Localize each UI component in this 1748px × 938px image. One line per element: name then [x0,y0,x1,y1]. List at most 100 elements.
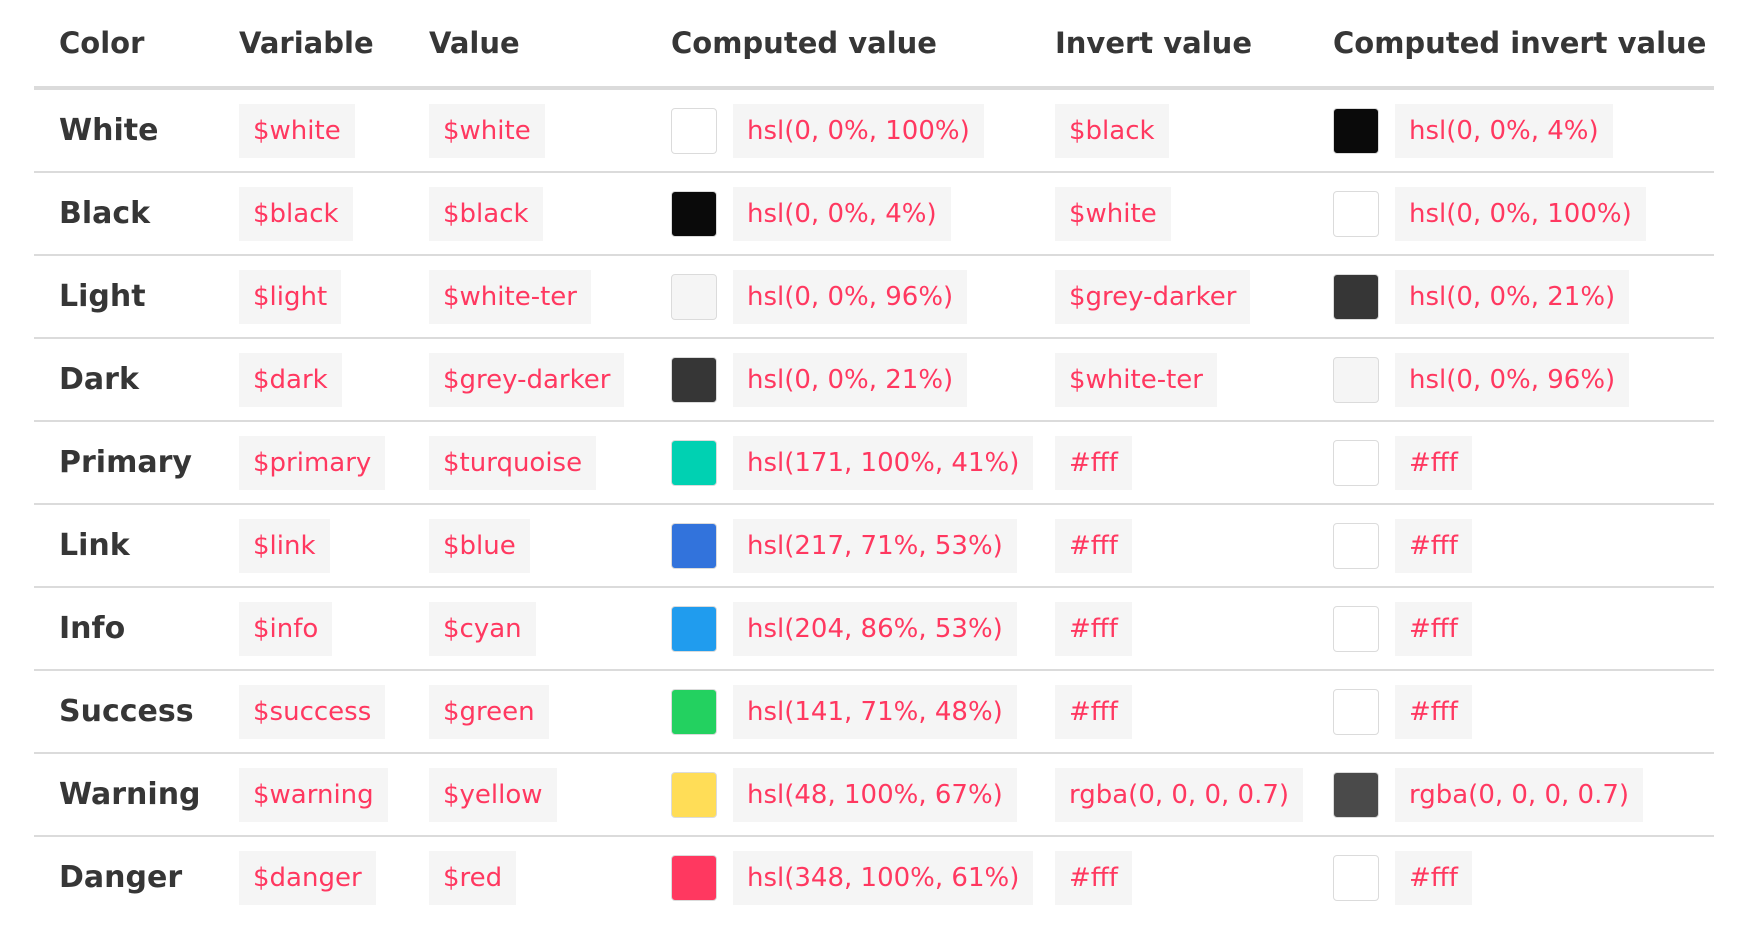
variable-code: $info [239,601,333,656]
computed-value-cell: hsl(348, 100%, 61%) [646,836,1034,918]
computed-value-group: hsl(217, 71%, 53%) [671,518,1030,573]
color-name: White [34,88,214,173]
computed-invert-color-swatch [1333,771,1379,818]
computed-invert-value-code: #fff [1395,435,1472,490]
value-cell: $white-ter [404,255,646,339]
variable-code: $primary [239,435,386,490]
table-row: Warning $warning $yellow hsl(48, 100%, 6… [34,753,1714,837]
table-row: Success $success $green hsl(141, 71%, 48… [34,670,1714,754]
invert-value-cell: $white-ter [1030,338,1308,422]
computed-invert-group: #fff [1333,684,1714,739]
computed-value-cell: hsl(0, 0%, 21%) [646,338,1030,422]
computed-value-group: hsl(48, 100%, 67%) [671,767,1030,822]
invert-value-cell: #fff [1030,587,1308,671]
color-name: Primary [34,421,214,505]
computed-value-group: hsl(204, 86%, 53%) [671,601,1030,656]
computed-value-group: hsl(348, 100%, 61%) [671,850,1034,905]
invert-value-cell: #fff [1030,670,1308,754]
computed-value-code: hsl(0, 0%, 4%) [733,186,951,241]
computed-invert-color-swatch [1333,688,1379,735]
computed-invert-value-code: hsl(0, 0%, 100%) [1395,186,1646,241]
computed-invert-color-swatch [1333,439,1379,486]
computed-color-swatch [671,605,717,652]
computed-invert-value-cell: #fff [1308,670,1714,754]
color-name: Warning [34,753,214,837]
variable-cell: $success [214,670,404,754]
invert-value-code: $black [1055,103,1169,158]
computed-invert-color-swatch [1333,273,1379,320]
computed-invert-color-swatch [1333,854,1379,901]
variable-cell: $primary [214,421,404,505]
invert-value-code: $grey-darker [1055,269,1251,324]
header-color: Color [34,0,214,90]
computed-color-swatch [671,356,717,403]
computed-invert-value-cell: hsl(0, 0%, 100%) [1308,172,1714,256]
table-row: Light $light $white-ter hsl(0, 0%, 96%) … [34,255,1714,339]
table-row: Black $black $black hsl(0, 0%, 4%) $whit… [34,172,1714,256]
color-name: Link [34,504,214,588]
computed-invert-group: #fff [1333,518,1714,573]
computed-value-group: hsl(0, 0%, 96%) [671,269,1030,324]
color-variables-table-container: Color Variable Value Computed value Inve… [34,0,1714,918]
computed-invert-color-swatch [1333,522,1379,569]
header-row: Color Variable Value Computed value Inve… [34,0,1714,90]
computed-color-swatch [671,771,717,818]
computed-invert-group: hsl(0, 0%, 100%) [1333,186,1714,241]
variable-cell: $warning [214,753,404,837]
computed-color-swatch [671,107,717,154]
header-invert-value: Invert value [1030,0,1308,90]
variable-code: $white [239,103,355,158]
computed-value-code: hsl(217, 71%, 53%) [733,518,1017,573]
computed-invert-value-cell: #fff [1308,587,1714,671]
value-code: $turquoise [429,435,597,490]
computed-value-code: hsl(204, 86%, 53%) [733,601,1017,656]
value-code: $yellow [429,767,557,822]
computed-value-group: hsl(171, 100%, 41%) [671,435,1034,490]
table-row: Dark $dark $grey-darker hsl(0, 0%, 21%) … [34,338,1714,422]
value-cell: $red [404,836,646,918]
computed-value-group: hsl(0, 0%, 21%) [671,352,1030,407]
computed-color-swatch [671,854,717,901]
invert-value-code: $white-ter [1055,352,1217,407]
computed-value-cell: hsl(48, 100%, 67%) [646,753,1030,837]
invert-value-code: $white [1055,186,1171,241]
value-code: $black [429,186,543,241]
table-header: Color Variable Value Computed value Inve… [34,0,1714,90]
invert-value-code: #fff [1055,601,1132,656]
variable-code: $danger [239,850,376,905]
computed-value-cell: hsl(204, 86%, 53%) [646,587,1030,671]
variable-code: $dark [239,352,342,407]
computed-color-swatch [671,522,717,569]
computed-invert-value-cell: rgba(0, 0, 0, 0.7) [1308,753,1714,837]
color-name: Dark [34,338,214,422]
value-cell: $yellow [404,753,646,837]
table-row: Primary $primary $turquoise hsl(171, 100… [34,421,1714,505]
computed-invert-group: hsl(0, 0%, 21%) [1333,269,1714,324]
color-name: Danger [59,860,183,895]
computed-invert-value-cell: hsl(0, 0%, 4%) [1308,88,1714,173]
computed-invert-value-cell: #fff [1308,504,1714,588]
computed-invert-value-code: rgba(0, 0, 0, 0.7) [1395,767,1644,822]
color-name: Success [34,670,214,754]
computed-value-cell: hsl(0, 0%, 100%) [646,88,1030,173]
variable-cell: $danger [214,836,404,918]
computed-value-code: hsl(0, 0%, 100%) [733,103,984,158]
variable-cell: $black [214,172,404,256]
computed-invert-color-swatch [1333,605,1379,652]
header-variable: Variable [214,0,404,90]
computed-value-code: hsl(0, 0%, 21%) [733,352,968,407]
computed-invert-value-code: #fff [1395,518,1472,573]
computed-value-cell: hsl(0, 0%, 4%) [646,172,1030,256]
computed-invert-color-swatch [1333,356,1379,403]
computed-value-code: hsl(0, 0%, 96%) [733,269,968,324]
computed-invert-group: hsl(0, 0%, 96%) [1333,352,1714,407]
computed-invert-value-code: #fff [1395,684,1472,739]
header-computed-invert-value: Computed invert value [1308,0,1714,90]
variable-code: $success [239,684,386,739]
variable-cell: $light [214,255,404,339]
computed-invert-value-code: hsl(0, 0%, 21%) [1395,269,1630,324]
value-code: $cyan [429,601,536,656]
computed-value-group: hsl(0, 0%, 100%) [671,103,1030,158]
invert-value-cell: $black [1030,88,1308,173]
table-row: Link $link $blue hsl(217, 71%, 53%) #fff… [34,504,1714,588]
